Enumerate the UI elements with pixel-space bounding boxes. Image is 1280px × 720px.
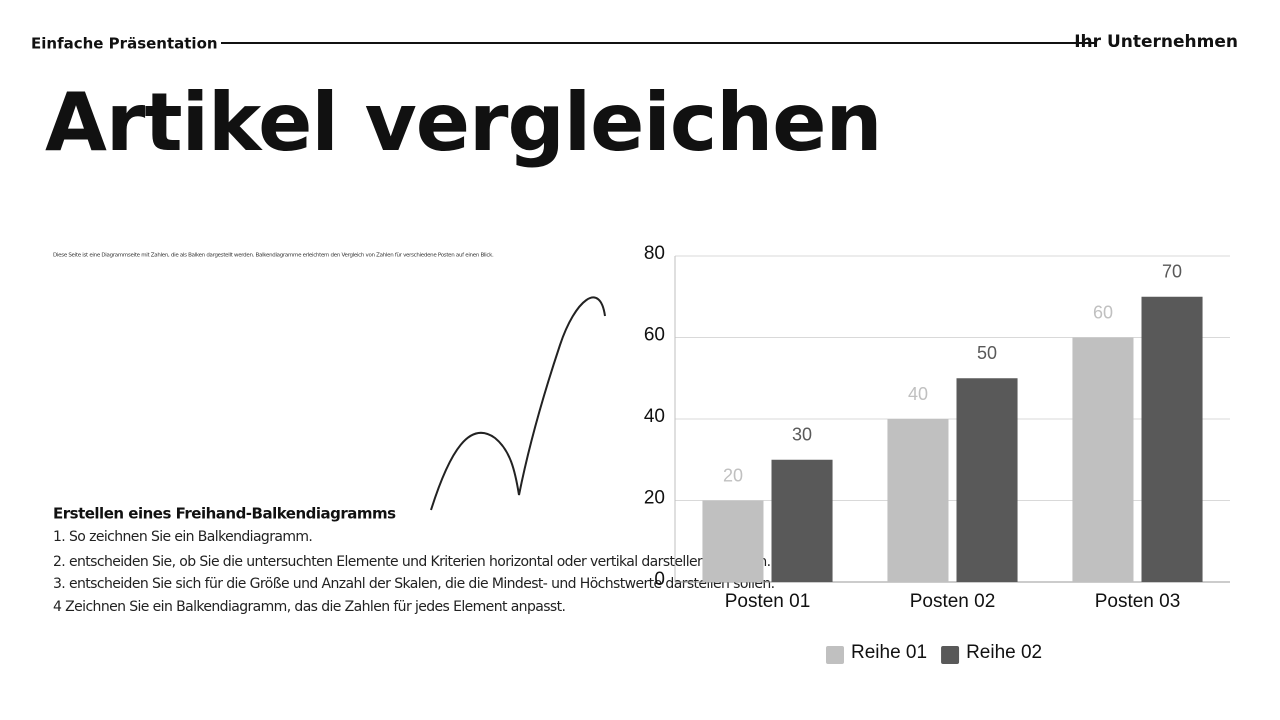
step-item: 2. entscheiden Sie, ob Sie die untersuch… — [53, 554, 771, 570]
step-item: 1. So zeichnen Sie ein Balkendiagramm. — [53, 529, 312, 545]
step-item: 3. entscheiden Sie sich für die Größe un… — [53, 576, 775, 592]
bar — [887, 419, 949, 582]
value-label: 50 — [977, 343, 997, 363]
bar — [1141, 296, 1203, 582]
legend-swatch — [941, 646, 960, 664]
header-right: Ihr Unternehmen — [1074, 32, 1238, 52]
freehand-curve — [430, 296, 606, 511]
slide-title: Artikel vergleichen — [45, 76, 881, 169]
steps-heading: Erstellen eines Freihand-Balkendiagramms — [53, 505, 396, 523]
y-tick-label: 40 — [644, 406, 665, 427]
description: Diese Seite ist eine Diagrammseite mit Z… — [53, 253, 494, 259]
x-tick-label: Posten 02 — [910, 591, 996, 612]
step-item: 4 Zeichnen Sie ein Balkendiagramm, das d… — [53, 599, 565, 615]
y-tick-label: 20 — [644, 488, 665, 509]
x-tick-label: Posten 01 — [725, 591, 811, 612]
legend-label: Reihe 01 — [851, 642, 927, 663]
value-label: 20 — [723, 465, 743, 485]
bar — [956, 378, 1018, 582]
y-tick-label: 0 — [654, 569, 665, 590]
header-left: Einfache Präsentation — [31, 35, 218, 53]
value-label: 40 — [908, 384, 928, 404]
value-label: 60 — [1093, 302, 1113, 322]
y-tick-label: 60 — [644, 325, 665, 346]
legend-label: Reihe 02 — [966, 642, 1042, 663]
bar — [771, 459, 833, 582]
value-label: 70 — [1162, 262, 1182, 282]
legend-swatch — [826, 646, 844, 664]
x-tick-label: Posten 03 — [1095, 591, 1181, 612]
value-label: 30 — [792, 425, 812, 445]
bar — [1072, 337, 1134, 582]
y-tick-label: 80 — [644, 243, 665, 264]
bar — [702, 500, 764, 582]
